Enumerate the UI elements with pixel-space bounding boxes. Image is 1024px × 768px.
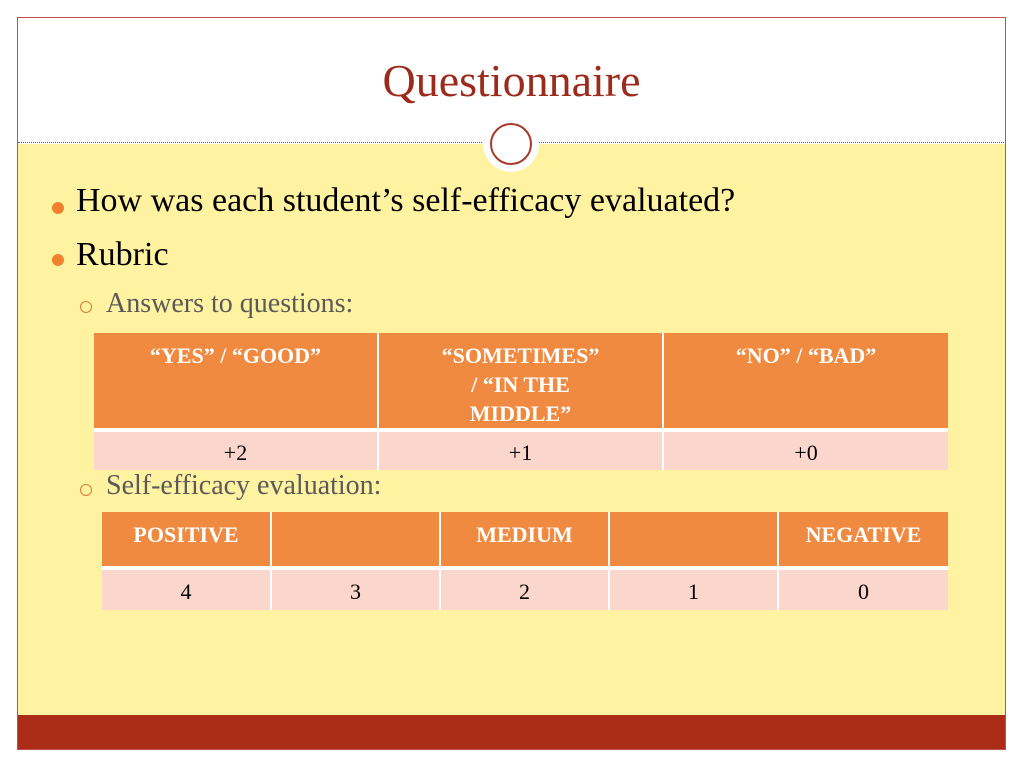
- evaluation-value-0: 0: [777, 566, 948, 610]
- bullet-question: How was each student’s self-efficacy eva…: [76, 182, 736, 219]
- evaluation-header-negative: NEGATIVE: [777, 512, 948, 568]
- slide-title: Questionnaire: [382, 55, 641, 106]
- slide: Questionnaire How was each student’s sel…: [17, 17, 1006, 750]
- answers-value-no: +0: [662, 428, 948, 470]
- evaluation-value-2: 2: [439, 566, 609, 610]
- evaluation-value-3: 3: [270, 566, 440, 610]
- answers-header-yes: “YES” / “GOOD”: [94, 333, 378, 430]
- bullet-dot-icon: [52, 254, 64, 266]
- evaluation-header-row: POSITIVE MEDIUM NEGATIVE: [102, 512, 948, 568]
- evaluation-header-positive: POSITIVE: [102, 512, 271, 568]
- subbullet-evaluation: Self-efficacy evaluation:: [106, 470, 382, 501]
- evaluation-value-row: 4 3 2 1 0: [102, 566, 948, 610]
- evaluation-header-medium: MEDIUM: [439, 512, 609, 568]
- bullet-dot-icon: [52, 202, 64, 214]
- subbullet-circle-icon: [80, 484, 92, 496]
- answers-header-row: “YES” / “GOOD” “SOMETIMES” / “IN THE MID…: [94, 333, 948, 430]
- answers-value-sometimes: +1: [377, 428, 663, 470]
- title-divider-right: [538, 142, 1005, 143]
- subbullet-answers: Answers to questions:: [106, 288, 354, 319]
- footer-bar: [18, 715, 1005, 749]
- answers-value-yes: +2: [94, 428, 378, 470]
- evaluation-table: POSITIVE MEDIUM NEGATIVE 4 3 2 1 0: [102, 512, 948, 610]
- evaluation-header-blank: [608, 512, 778, 568]
- answers-header-no: “NO” / “BAD”: [662, 333, 948, 430]
- bullet-rubric: Rubric: [76, 236, 169, 273]
- title-divider-left: [18, 142, 486, 143]
- evaluation-value-4: 4: [102, 566, 271, 610]
- evaluation-value-1: 1: [608, 566, 778, 610]
- ring-ornament-icon: [483, 116, 539, 172]
- evaluation-header-blank: [270, 512, 440, 568]
- answers-header-sometimes: “SOMETIMES” / “IN THE MIDDLE”: [377, 333, 663, 430]
- answers-table: “YES” / “GOOD” “SOMETIMES” / “IN THE MID…: [94, 333, 948, 470]
- answers-value-row: +2 +1 +0: [94, 428, 948, 470]
- subbullet-circle-icon: [80, 301, 92, 313]
